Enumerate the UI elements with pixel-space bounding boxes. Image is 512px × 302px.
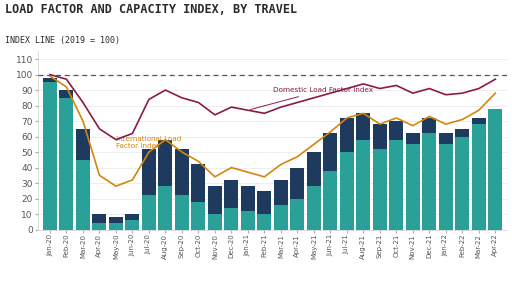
Bar: [307, 186, 321, 230]
Bar: [241, 211, 255, 230]
Bar: [324, 171, 337, 230]
Bar: [406, 133, 420, 230]
Bar: [290, 198, 305, 230]
Bar: [488, 133, 502, 230]
Bar: [191, 165, 205, 230]
Bar: [109, 223, 123, 230]
Bar: [439, 133, 453, 230]
Text: Domestic Load Factor Index: Domestic Load Factor Index: [250, 87, 373, 110]
Bar: [224, 208, 239, 230]
Bar: [59, 98, 73, 230]
Bar: [356, 140, 370, 230]
Bar: [93, 223, 106, 230]
Bar: [158, 186, 173, 230]
Bar: [324, 133, 337, 230]
Bar: [76, 160, 90, 230]
Bar: [422, 118, 436, 230]
Text: International Load
Factor Index: International Load Factor Index: [116, 136, 181, 152]
Bar: [340, 118, 354, 230]
Bar: [274, 205, 288, 230]
Bar: [241, 186, 255, 230]
Bar: [455, 129, 470, 230]
Bar: [455, 137, 470, 230]
Bar: [208, 214, 222, 230]
Bar: [307, 152, 321, 230]
Bar: [274, 180, 288, 230]
Bar: [175, 149, 189, 230]
Text: INDEX LINE (2019 = 100): INDEX LINE (2019 = 100): [5, 36, 120, 45]
Bar: [373, 124, 387, 230]
Bar: [373, 149, 387, 230]
Bar: [59, 90, 73, 230]
Bar: [472, 118, 486, 230]
Bar: [142, 149, 156, 230]
Bar: [158, 140, 173, 230]
Text: LOAD FACTOR AND CAPACITY INDEX, BY TRAVEL: LOAD FACTOR AND CAPACITY INDEX, BY TRAVE…: [5, 3, 297, 16]
Bar: [191, 202, 205, 230]
Bar: [389, 121, 403, 230]
Bar: [258, 191, 271, 230]
Bar: [109, 217, 123, 230]
Bar: [340, 152, 354, 230]
Bar: [224, 180, 239, 230]
Bar: [290, 168, 305, 230]
Bar: [439, 144, 453, 230]
Bar: [142, 195, 156, 230]
Bar: [43, 78, 57, 230]
Bar: [356, 113, 370, 230]
Bar: [76, 129, 90, 230]
Bar: [472, 124, 486, 230]
Bar: [175, 195, 189, 230]
Bar: [422, 133, 436, 230]
Bar: [406, 144, 420, 230]
Bar: [125, 220, 139, 230]
Bar: [258, 214, 271, 230]
Bar: [125, 214, 139, 230]
Bar: [93, 214, 106, 230]
Bar: [488, 109, 502, 230]
Bar: [389, 140, 403, 230]
Bar: [43, 82, 57, 230]
Bar: [208, 186, 222, 230]
